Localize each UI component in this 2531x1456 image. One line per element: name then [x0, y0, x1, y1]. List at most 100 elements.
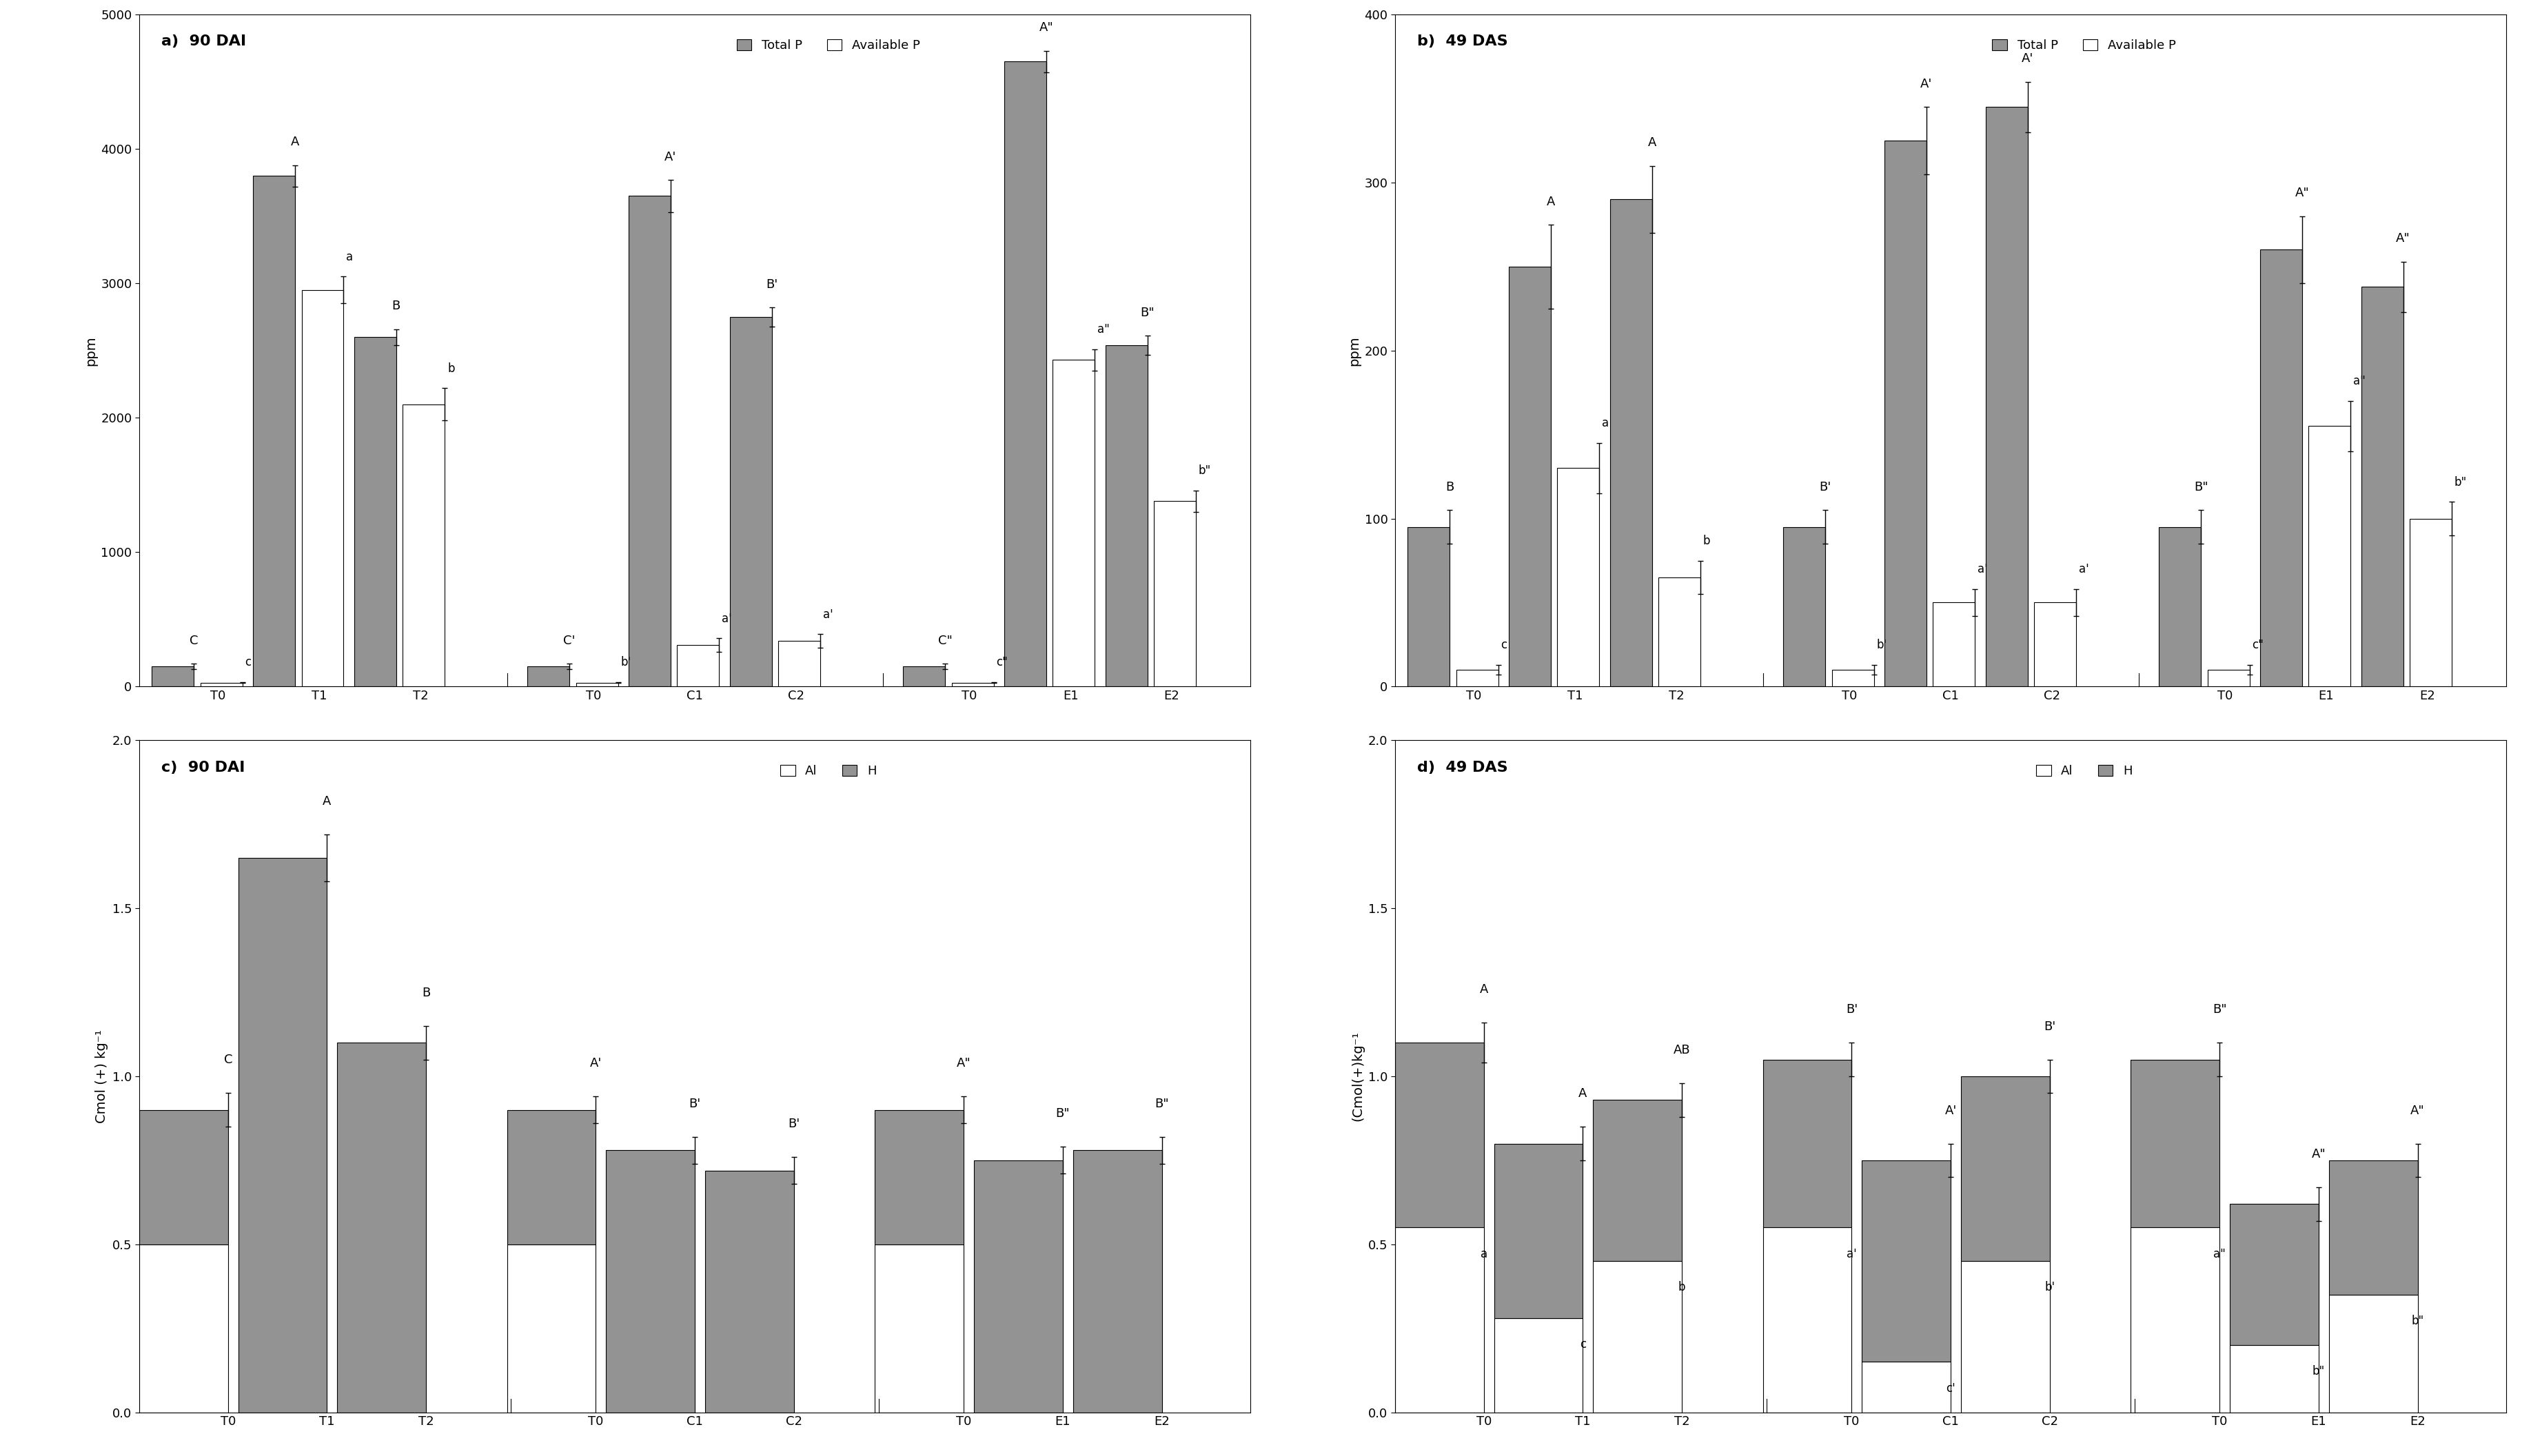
- Bar: [2131, 1227, 2220, 1412]
- Bar: [1053, 360, 1093, 687]
- Bar: [2410, 518, 2450, 687]
- Bar: [506, 1109, 595, 1245]
- Bar: [152, 667, 195, 687]
- Bar: [1860, 1160, 1951, 1361]
- Bar: [1395, 1042, 1483, 1227]
- Bar: [1962, 1076, 2050, 1261]
- Text: AB: AB: [1673, 1044, 1691, 1056]
- Bar: [876, 1109, 964, 1245]
- Bar: [2032, 603, 2075, 687]
- Text: b": b": [2311, 1366, 2323, 1377]
- Bar: [139, 1245, 228, 1412]
- Text: C": C": [936, 635, 952, 646]
- Text: c': c': [1946, 1382, 1954, 1395]
- Bar: [402, 405, 445, 687]
- Text: a: a: [1481, 1248, 1486, 1259]
- Text: TSP: TSP: [286, 775, 311, 788]
- Text: A": A": [2410, 1104, 2425, 1117]
- Y-axis label: (Cmol(+)kg⁻¹: (Cmol(+)kg⁻¹: [1352, 1031, 1364, 1121]
- Text: A': A': [2020, 52, 2032, 66]
- Text: A': A': [590, 1057, 602, 1070]
- Text: b': b': [1875, 639, 1886, 651]
- Bar: [2260, 250, 2301, 687]
- Text: b: b: [1678, 1281, 1686, 1294]
- Bar: [2329, 1294, 2417, 1412]
- Bar: [1962, 1261, 2050, 1412]
- Bar: [1984, 106, 2027, 687]
- Text: a": a": [1096, 323, 1109, 336]
- Text: B': B': [764, 278, 777, 291]
- Legend: Total P, Available P: Total P, Available P: [731, 35, 924, 57]
- Text: b": b": [1197, 464, 1210, 478]
- Y-axis label: ppm: ppm: [84, 335, 96, 365]
- Bar: [952, 683, 992, 687]
- Text: B: B: [1445, 480, 1453, 494]
- Bar: [337, 1042, 425, 1412]
- Text: a": a": [2212, 1248, 2225, 1259]
- Legend: Al, H: Al, H: [774, 760, 881, 782]
- Bar: [1493, 1318, 1582, 1412]
- Text: b: b: [448, 363, 456, 374]
- Text: CIRP: CIRP: [658, 775, 688, 788]
- Bar: [577, 683, 618, 687]
- Bar: [506, 1245, 595, 1412]
- Bar: [200, 683, 243, 687]
- Bar: [1610, 199, 1653, 687]
- Bar: [238, 858, 326, 1412]
- Bar: [301, 290, 344, 687]
- Bar: [904, 667, 944, 687]
- Bar: [1395, 1227, 1483, 1412]
- Text: A": A": [957, 1057, 969, 1070]
- Text: B": B": [2194, 480, 2207, 494]
- Text: A": A": [2394, 233, 2410, 245]
- Bar: [1934, 603, 1974, 687]
- Text: a': a': [2078, 563, 2088, 575]
- Text: a': a': [721, 613, 731, 625]
- Bar: [2159, 527, 2199, 687]
- Text: B': B': [787, 1118, 800, 1130]
- Legend: Al, H: Al, H: [2030, 760, 2136, 782]
- Bar: [706, 1171, 795, 1412]
- Bar: [729, 317, 772, 687]
- Bar: [354, 338, 395, 687]
- Text: C': C': [564, 635, 575, 646]
- Bar: [1073, 1150, 1162, 1412]
- Text: A: A: [321, 795, 332, 808]
- Text: a': a': [823, 609, 833, 620]
- Text: A': A': [1944, 1104, 1956, 1117]
- Text: ERP: ERP: [1035, 775, 1063, 788]
- Bar: [1762, 1060, 1850, 1227]
- Bar: [1455, 670, 1498, 687]
- Text: b: b: [1703, 534, 1711, 547]
- Text: a: a: [1602, 416, 1610, 430]
- Text: A": A": [2311, 1147, 2326, 1160]
- Text: B': B': [1845, 1003, 1858, 1016]
- Bar: [974, 1160, 1063, 1412]
- Bar: [605, 1150, 693, 1412]
- Bar: [876, 1245, 964, 1412]
- Bar: [777, 641, 820, 687]
- Text: c": c": [2253, 639, 2263, 651]
- Text: b)  49 DAS: b) 49 DAS: [1417, 35, 1508, 48]
- Text: A': A': [666, 150, 676, 163]
- Text: c: c: [1579, 1338, 1584, 1351]
- Bar: [1407, 527, 1450, 687]
- Text: C: C: [223, 1054, 233, 1066]
- Text: B": B": [1139, 307, 1154, 319]
- Text: a": a": [2354, 376, 2364, 387]
- Text: b": b": [2410, 1315, 2422, 1328]
- Text: b': b': [2045, 1281, 2055, 1294]
- Text: a)  90 DAI: a) 90 DAI: [162, 35, 246, 48]
- Text: c": c": [997, 657, 1007, 668]
- Text: ERP: ERP: [2291, 775, 2318, 788]
- Text: a': a': [1845, 1248, 1855, 1259]
- Bar: [1508, 266, 1552, 687]
- Text: B': B': [688, 1098, 701, 1109]
- Bar: [2230, 1204, 2318, 1345]
- Text: b': b': [620, 657, 630, 668]
- Bar: [1762, 1227, 1850, 1412]
- Text: B': B': [1820, 480, 1830, 494]
- Text: A': A': [1921, 77, 1931, 90]
- Text: c)  90 DAI: c) 90 DAI: [162, 760, 246, 775]
- Text: B": B": [1055, 1108, 1071, 1120]
